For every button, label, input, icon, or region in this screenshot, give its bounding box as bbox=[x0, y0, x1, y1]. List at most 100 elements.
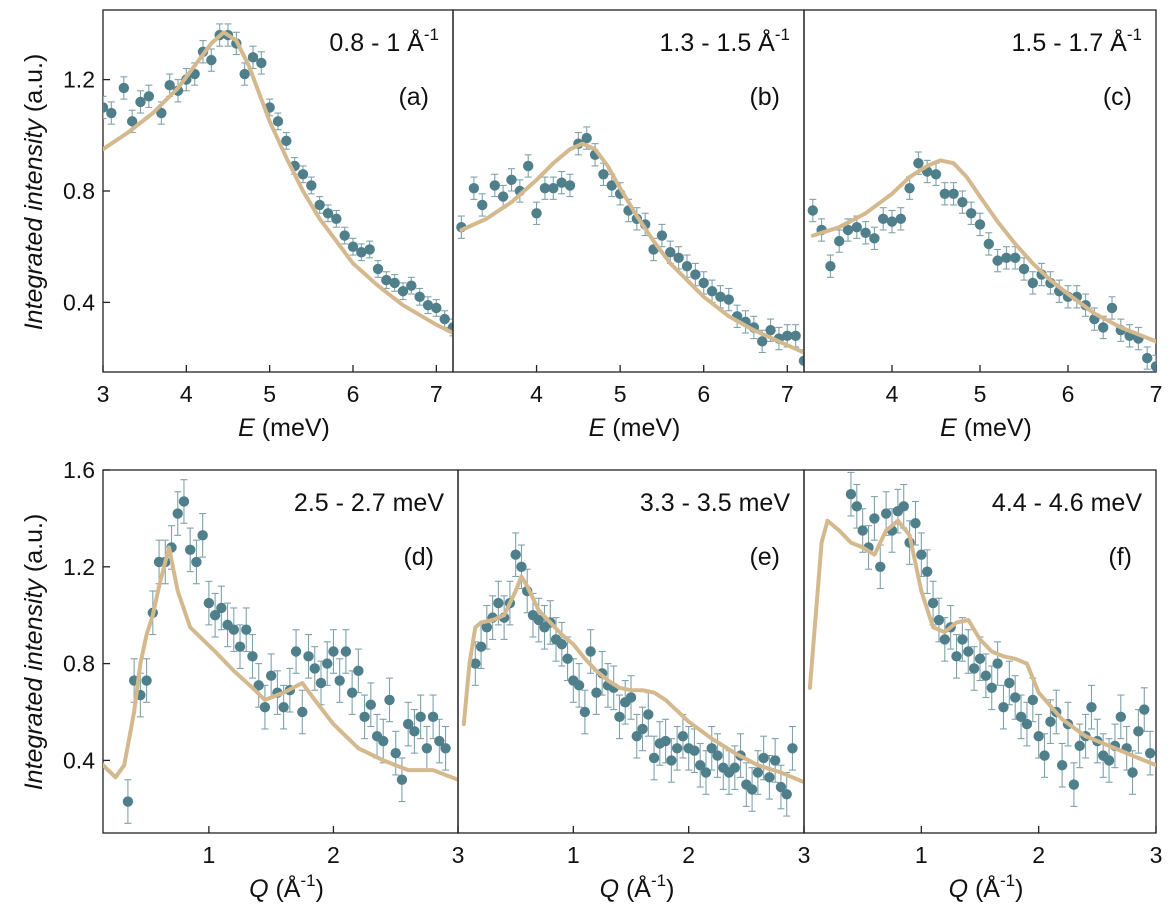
data-point bbox=[381, 274, 392, 286]
data-point bbox=[886, 216, 898, 227]
x-tick-label: 4 bbox=[180, 381, 193, 407]
x-tick-label: 2 bbox=[682, 842, 695, 868]
x-axis-title: Q (Å-1) bbox=[600, 871, 675, 903]
data-point bbox=[974, 653, 986, 664]
data-point bbox=[807, 205, 818, 216]
data-point bbox=[671, 743, 683, 754]
fit-curve bbox=[461, 574, 804, 785]
data-point bbox=[272, 116, 284, 127]
data-point bbox=[910, 518, 921, 529]
data-point bbox=[143, 91, 155, 102]
data-point bbox=[122, 796, 134, 807]
panel-letter: (b) bbox=[749, 83, 780, 111]
data-point bbox=[209, 610, 221, 621]
data-point bbox=[798, 355, 804, 367]
data-point bbox=[992, 658, 1003, 669]
plot-area bbox=[103, 479, 458, 824]
data-point bbox=[489, 180, 500, 191]
data-point bbox=[1139, 704, 1150, 715]
data-point bbox=[516, 561, 527, 572]
data-point bbox=[247, 651, 258, 662]
panel-letter: (f) bbox=[1108, 543, 1132, 571]
data-point bbox=[939, 188, 950, 199]
data-point bbox=[135, 96, 146, 108]
x-tick-label: 3 bbox=[452, 842, 465, 868]
range-label: 0.8 - 1 Å-1 bbox=[329, 25, 439, 57]
data-point bbox=[1027, 694, 1039, 706]
data-point bbox=[421, 743, 433, 754]
data-point bbox=[834, 235, 845, 247]
range-label: 3.3 - 3.5 meV bbox=[640, 489, 790, 517]
x-tick-label: 7 bbox=[430, 381, 443, 407]
x-axis-var: Q bbox=[249, 875, 268, 903]
data-point bbox=[439, 313, 450, 325]
data-point bbox=[591, 687, 602, 698]
data-point bbox=[365, 699, 377, 710]
data-point bbox=[1033, 731, 1044, 742]
data-point bbox=[723, 294, 734, 305]
plot-area bbox=[103, 23, 453, 337]
data-point bbox=[533, 614, 544, 626]
data-point bbox=[1074, 740, 1085, 752]
data-point bbox=[1127, 767, 1138, 778]
x-tick-label: 5 bbox=[263, 381, 276, 407]
data-point bbox=[409, 726, 420, 737]
data-point bbox=[523, 160, 534, 172]
data-point bbox=[614, 711, 625, 723]
data-point bbox=[396, 774, 408, 785]
data-point bbox=[1004, 677, 1015, 689]
panel-f: 1 2 3 4.4 - 4.6 meV (f) Q (Å-1) bbox=[803, 469, 1162, 903]
data-point bbox=[203, 597, 215, 609]
range-label-main: 4.4 - 4.6 meV bbox=[992, 489, 1142, 517]
data-point bbox=[493, 597, 504, 609]
data-point bbox=[598, 169, 609, 180]
data-point bbox=[869, 513, 880, 524]
data-point bbox=[239, 68, 250, 80]
data-point bbox=[206, 54, 217, 66]
data-point bbox=[860, 227, 871, 238]
y-tick-label: 0.4 bbox=[63, 747, 95, 773]
x-tick-label: 4 bbox=[530, 381, 543, 407]
data-point bbox=[1098, 322, 1109, 333]
data-point bbox=[1018, 263, 1030, 275]
data-point bbox=[556, 177, 567, 188]
data-point bbox=[1106, 302, 1118, 314]
data-point bbox=[265, 670, 277, 681]
data-point bbox=[322, 208, 334, 219]
data-point bbox=[1027, 277, 1039, 289]
panel-letter: (e) bbox=[749, 543, 780, 571]
data-point bbox=[156, 107, 167, 119]
data-point bbox=[665, 247, 676, 258]
y-tick-label: 1.2 bbox=[63, 67, 95, 93]
data-point bbox=[851, 222, 862, 233]
data-point bbox=[390, 747, 401, 759]
x-tick-label: 1 bbox=[567, 842, 580, 868]
data-point bbox=[564, 180, 576, 191]
data-point bbox=[1056, 760, 1068, 771]
plot-area bbox=[461, 532, 804, 817]
x-tick-label: 5 bbox=[614, 381, 627, 407]
data-point bbox=[1010, 692, 1021, 703]
data-point bbox=[1001, 252, 1012, 264]
x-tick-label: 6 bbox=[1062, 381, 1075, 407]
x-axis-var: E bbox=[940, 414, 957, 442]
data-point bbox=[715, 291, 726, 303]
data-point bbox=[869, 233, 880, 244]
panel-letter: (d) bbox=[403, 543, 434, 571]
data-point bbox=[281, 135, 292, 147]
data-point bbox=[927, 597, 939, 609]
data-point bbox=[606, 180, 617, 191]
data-point bbox=[216, 602, 227, 614]
fit-curve bbox=[807, 518, 1156, 768]
data-point bbox=[347, 241, 359, 252]
data-point bbox=[531, 208, 542, 219]
data-point bbox=[579, 706, 591, 718]
data-point bbox=[415, 711, 426, 723]
data-point bbox=[875, 561, 886, 572]
data-point bbox=[878, 213, 889, 225]
data-point bbox=[673, 252, 684, 264]
x-axis-unit-close: ) bbox=[666, 875, 674, 903]
data-point bbox=[787, 743, 798, 754]
data-point bbox=[1068, 779, 1080, 790]
data-point bbox=[468, 183, 480, 194]
